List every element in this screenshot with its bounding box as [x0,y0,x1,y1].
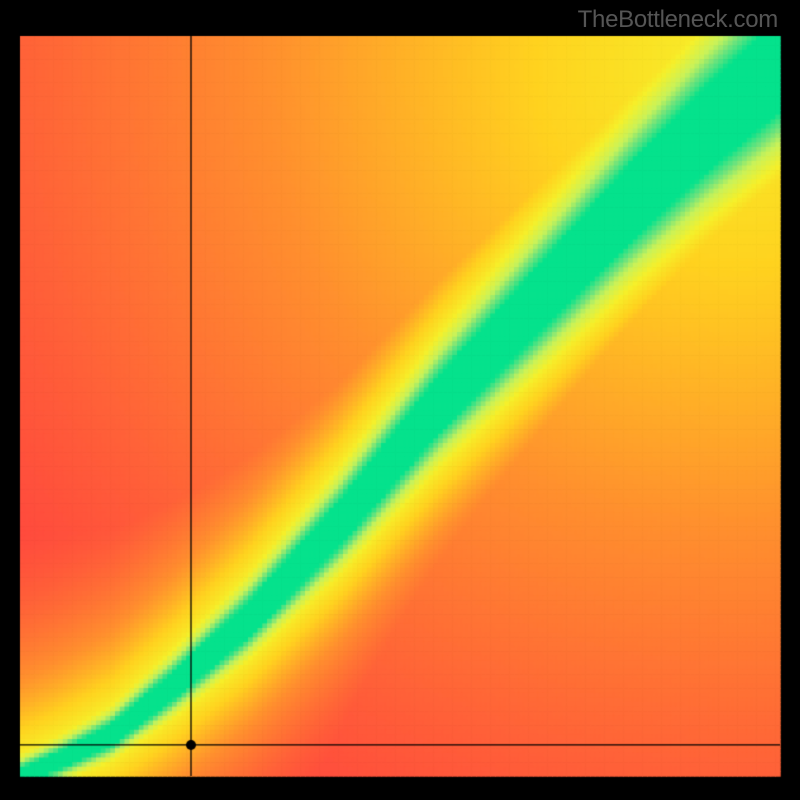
watermark-text: TheBottleneck.com [578,6,778,34]
bottleneck-heatmap-canvas [0,0,800,800]
root-container: TheBottleneck.com [0,0,800,800]
